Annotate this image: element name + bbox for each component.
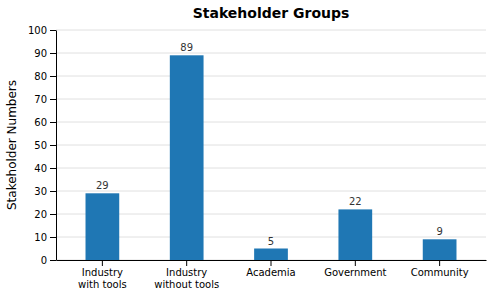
y-tick-label: 100	[28, 25, 47, 36]
grid-line	[56, 191, 486, 192]
data-label: 29	[96, 180, 109, 191]
y-tick-mark	[50, 99, 56, 100]
x-tick-label: Industrywithout tools	[154, 267, 219, 290]
x-tick-label-line: Industry	[82, 267, 123, 278]
y-tick: 70	[34, 94, 56, 105]
grid-line	[56, 99, 486, 100]
x-tick-label: Community	[411, 267, 469, 278]
data-label: 22	[349, 196, 362, 207]
title: Stakeholder Groups	[193, 5, 350, 21]
bar	[86, 193, 120, 260]
x-tick-label: Industrywith tools	[78, 267, 127, 290]
y-tick: 100	[28, 25, 56, 36]
y-tick-mark	[50, 76, 56, 77]
data-label: 5	[268, 236, 274, 247]
y-tick: 0	[41, 255, 56, 266]
y-tick: 20	[34, 209, 56, 220]
grid-line	[56, 76, 486, 77]
y-tick-label: 50	[34, 140, 47, 151]
grid-line	[56, 168, 486, 169]
data-labels: 29 89 5 22 9	[96, 42, 443, 246]
y-tick: 10	[34, 232, 56, 243]
y-tick-label: 0	[41, 255, 47, 266]
y-tick-mark	[50, 122, 56, 123]
grid-line	[56, 214, 486, 215]
x-tick: Industrywith tools	[78, 260, 127, 290]
x-tick-label-line: Industry	[166, 267, 207, 278]
y-tick-mark	[50, 53, 56, 54]
x-tick-label-line: without tools	[154, 279, 219, 290]
y-tick-mark	[50, 214, 56, 215]
data-label: 89	[180, 42, 193, 53]
bar	[254, 249, 288, 261]
y-tick-mark	[50, 30, 56, 31]
x-tick-label-line: Community	[411, 267, 469, 278]
y-tick-label: 80	[34, 71, 47, 82]
y-tick: 80	[34, 71, 56, 82]
x-tick-mark	[102, 260, 103, 266]
x-tick: Academia	[246, 260, 295, 278]
x-tick: Community	[411, 260, 469, 278]
x-tick: Government	[324, 260, 386, 278]
y-tick-mark	[50, 191, 56, 192]
x-tick-mark	[355, 260, 356, 266]
y-tick-mark	[50, 145, 56, 146]
y-tick-mark	[50, 237, 56, 238]
x-tick-mark	[186, 260, 187, 266]
y-tick-mark	[50, 168, 56, 169]
bar	[423, 239, 457, 260]
y-axis-title: Stakeholder Numbers	[5, 80, 19, 210]
y-axis: 0 10 20 30 40 50 60 70 80 90 100	[28, 25, 57, 266]
y-tick-label: 60	[34, 117, 47, 128]
y-tick: 60	[34, 117, 56, 128]
y-tick-label: 30	[34, 186, 47, 197]
x-tick-label: Government	[324, 267, 386, 278]
x-tick-label: Academia	[246, 267, 295, 278]
grid	[56, 30, 486, 260]
chart: 0102030405060708090100Industrywith tools…	[0, 0, 500, 300]
x-tick-label-line: Academia	[246, 267, 295, 278]
x-tick-mark	[271, 260, 272, 266]
grid-line	[56, 30, 486, 31]
x-axis: Industrywith toolsIndustrywithout toolsA…	[57, 260, 487, 290]
bar	[170, 55, 204, 260]
x-tick: Industrywithout tools	[154, 260, 219, 290]
y-tick-label: 40	[34, 163, 47, 174]
y-tick-label: 70	[34, 94, 47, 105]
bar	[338, 209, 372, 260]
y-tick: 30	[34, 186, 56, 197]
y-axis-line	[56, 31, 57, 261]
y-tick-mark	[50, 260, 56, 261]
y-tick: 90	[34, 48, 56, 59]
grid-line	[56, 122, 486, 123]
grid-line	[56, 145, 486, 146]
bars	[86, 55, 457, 260]
y-tick: 50	[34, 140, 56, 151]
x-tick-mark	[439, 260, 440, 266]
data-label: 9	[436, 226, 442, 237]
y-tick-label: 20	[34, 209, 47, 220]
y-tick: 40	[34, 163, 56, 174]
x-tick-label-line: with tools	[78, 279, 127, 290]
y-tick-label: 10	[34, 232, 47, 243]
x-tick-label-line: Government	[324, 267, 386, 278]
y-tick-label: 90	[34, 48, 47, 59]
grid-line	[56, 53, 486, 54]
